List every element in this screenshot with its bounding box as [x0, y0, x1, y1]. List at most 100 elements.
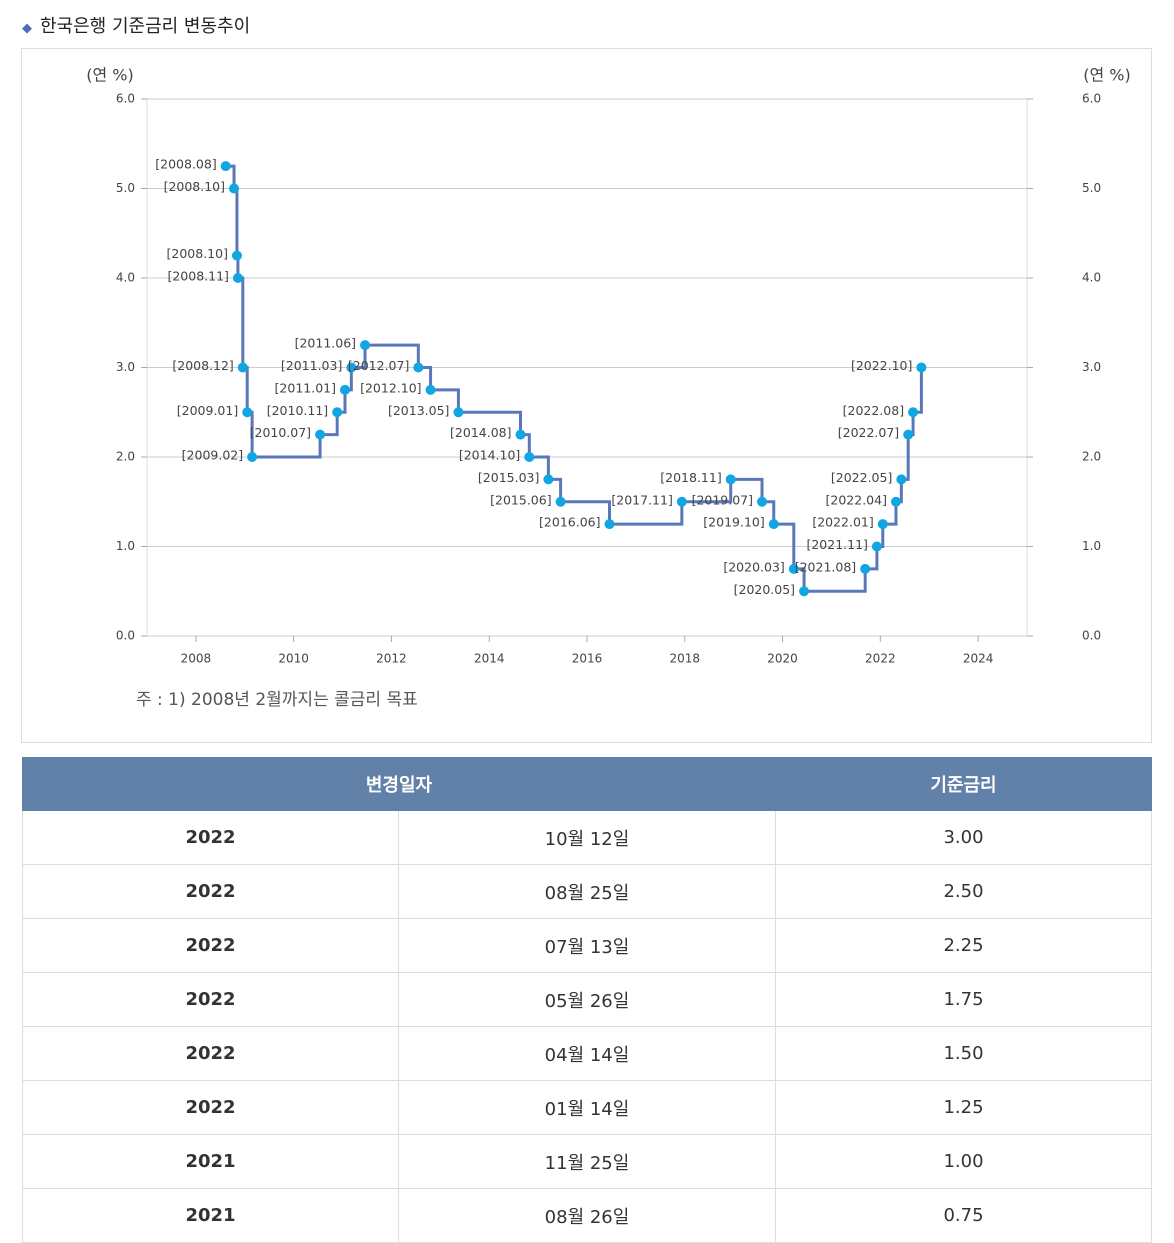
table-cell: 01월 14일 [398, 1080, 776, 1135]
table-cell: 2.50 [775, 864, 1152, 919]
table-cell: 04월 14일 [398, 1026, 776, 1081]
point-label: [2022.04] [826, 492, 887, 507]
header-cell: 변경일자 [22, 757, 776, 811]
table-cell: 2022 [22, 864, 399, 919]
table-row: 2022 10월 12일 3.00 [22, 810, 1152, 865]
table-cell: 08월 26일 [398, 1188, 776, 1243]
rate-point [860, 563, 871, 574]
table-cell: 1.25 [775, 1080, 1152, 1135]
rate-point [543, 474, 554, 485]
point-label: [2014.08] [450, 425, 511, 440]
table-cell: 2022 [22, 918, 399, 973]
point-label: [2011.01] [275, 380, 336, 395]
y-tick-label: 3.0 [116, 360, 135, 374]
rate-point [890, 496, 901, 507]
point-label: [2019.10] [703, 515, 764, 530]
table-row: 2021 08월 26일 0.75 [22, 1188, 1152, 1243]
y2-tick-label: 3.0 [1082, 360, 1101, 374]
rate-point [453, 407, 464, 418]
rate-point [768, 519, 779, 530]
table-row: 2022 07월 13일 2.25 [22, 918, 1152, 973]
x-tick-label: 2020 [767, 652, 798, 666]
point-label: [2022.08] [843, 403, 904, 418]
rate-point [332, 407, 343, 418]
y-tick-label: 5.0 [116, 181, 135, 195]
rate-point [220, 161, 231, 172]
point-label: [2009.01] [177, 403, 238, 418]
table-cell: 0.75 [775, 1188, 1152, 1243]
rate-point [896, 474, 907, 485]
chart-note: 주 : 1) 2008년 2월까지는 콜금리 목표 [136, 690, 418, 710]
point-label: [2010.11] [267, 403, 328, 418]
table-cell: 08월 25일 [398, 864, 776, 919]
y2-tick-label: 5.0 [1082, 181, 1101, 195]
rate-point [232, 273, 243, 283]
point-label: [2015.03] [478, 470, 539, 485]
table-cell: 07월 13일 [398, 918, 776, 973]
chart: 0.0 1.0 2.0 3.0 4.0 5.0 6.0 0.0 1.0 2.0 3.0 4.0 5.0 6… [86, 66, 1131, 666]
point-label: [2008.11] [167, 269, 228, 284]
y2-tick-label: 0.0 [1082, 629, 1101, 643]
rate-point [340, 384, 350, 395]
point-label: [2022.05] [831, 470, 892, 485]
rate-point [515, 429, 526, 440]
table-row: 2022 04월 14일 1.50 [22, 1026, 1152, 1081]
rate-table: 변경일자 기준금리 2022 10월 12일 3.00 2022 08월 25일 2.50… [22, 757, 1152, 1243]
y2-tick-label: 6.0 [1082, 92, 1101, 106]
point-label: [2009.02] [182, 448, 243, 463]
point-label: [2008.08] [155, 157, 216, 172]
point-label: [2016.06] [539, 515, 600, 530]
table-cell: 2022 [22, 810, 399, 865]
point-label: [2011.06] [295, 336, 356, 351]
rate-point [788, 563, 799, 574]
point-label: [2008.12] [172, 358, 233, 373]
y2-axis-title: (연 %) [1083, 66, 1131, 85]
x-tick-label: 2014 [474, 652, 505, 666]
y2-tick-label: 4.0 [1082, 271, 1101, 285]
point-label: [2010.07] [250, 425, 311, 440]
point-label: [2015.06] [490, 492, 551, 507]
table-cell: 3.00 [775, 810, 1152, 865]
x-tick-label: 2022 [865, 652, 896, 666]
y2-tick-label: 2.0 [1082, 450, 1101, 464]
rate-point [757, 496, 768, 507]
x-tick-label: 2010 [278, 652, 309, 666]
rate-point [871, 541, 882, 552]
table-cell: 2021 [22, 1188, 399, 1243]
rate-point [247, 452, 258, 462]
table-cell: 2022 [22, 972, 399, 1027]
table-cell: 11월 25일 [398, 1134, 776, 1189]
table-cell: 10월 12일 [398, 810, 776, 865]
y-tick-label: 4.0 [116, 271, 135, 285]
point-label: [2022.07] [838, 425, 899, 440]
rate-point [676, 496, 687, 507]
y-tick-label: 1.0 [116, 539, 135, 553]
rate-point [229, 183, 240, 194]
point-label: [2022.10] [851, 358, 912, 373]
rate-point [903, 429, 914, 440]
point-label: [2014.10] [459, 448, 520, 463]
point-label: [2018.11] [660, 470, 721, 485]
rate-point [916, 362, 927, 373]
point-label: [2020.03] [723, 559, 784, 574]
rate-point [604, 519, 615, 530]
point-label: [2019.07] [692, 492, 753, 507]
y2-tick-label: 1.0 [1082, 539, 1101, 553]
table-cell: 1.75 [775, 972, 1152, 1027]
chart-box [21, 48, 1152, 743]
rate-point [908, 407, 919, 418]
table-cell: 1.50 [775, 1026, 1152, 1081]
point-label: [2021.11] [806, 537, 867, 552]
table-cell: 2022 [22, 1026, 399, 1081]
section-title: ◆ 한국은행 기준금리 변동추이 [22, 16, 251, 37]
rate-point [315, 429, 326, 440]
rate-point [799, 586, 810, 597]
point-label: [2013.05] [388, 403, 449, 418]
rate-point [725, 474, 736, 485]
point-label: [2008.10] [167, 246, 228, 261]
point-label: [2012.07] [348, 358, 409, 373]
table-row: 2022 01월 14일 1.25 [22, 1080, 1152, 1135]
rate-point [231, 250, 242, 261]
x-tick-label: 2018 [670, 652, 701, 666]
x-tick-label: 2016 [572, 652, 603, 666]
